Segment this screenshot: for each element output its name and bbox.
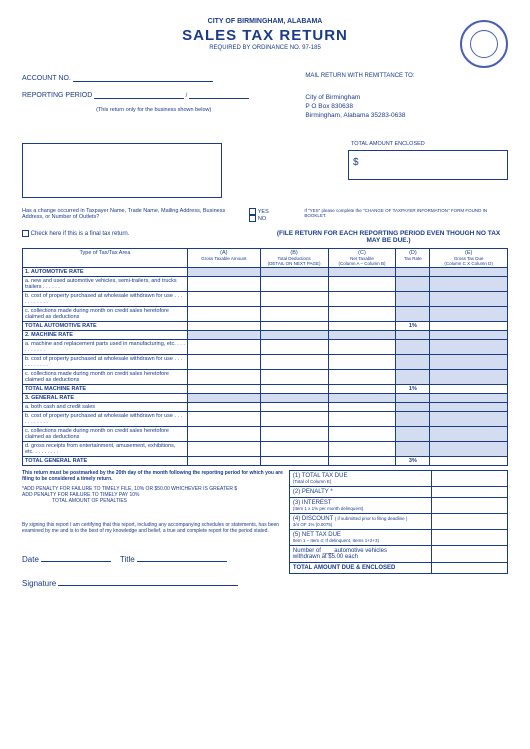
total-enclosed-box: TOTAL AMOUNT ENCLOSED $ [348,150,508,180]
final-return-label: Check here if this is a final tax return… [31,231,130,237]
signature-input[interactable] [58,576,238,586]
date-input[interactable] [41,552,111,562]
mail-addr1: City of Birmingham [305,93,508,102]
reporting-to-input[interactable] [189,90,249,99]
official-seal [460,20,508,68]
mail-heading: MAIL RETURN WITH REMITTANCE TO: [305,73,508,79]
reporting-label: REPORTING PERIOD [22,92,92,99]
penalty-input[interactable] [431,487,507,498]
discount-input[interactable] [431,514,507,530]
postmark-note: This return must be postmarked by the 20… [22,470,285,482]
summary-table: (1) TOTAL TAX DUE(Total of Column E) (2)… [289,470,508,574]
final-return-checkbox[interactable] [22,230,29,237]
cell-input[interactable] [187,277,260,292]
file-note: (FILE RETURN FOR EACH REPORTING PERIOD E… [269,230,508,244]
change-question: Has a change occurred in Taxpayer Name, … [22,208,241,222]
enclosed-label: TOTAL AMOUNT ENCLOSED [351,141,425,147]
business-address-box[interactable] [22,143,222,198]
interest-input[interactable] [431,498,507,514]
header-subtitle: REQUIRED BY ORDINANCE NO. 97-185 [22,45,508,51]
mail-addr3: Birmingham, Alabama 35283-0638 [305,111,508,120]
date-label: Date [22,555,39,564]
period-sep: / [186,93,188,99]
yes-note: If "YES" please complete the "CHANGE OF … [304,208,508,222]
tax-table: Type of Tax/Tax Area (A)Gross Taxable Am… [22,248,508,466]
header-city: CITY OF BIRMINGHAM, ALABAMA [22,18,508,25]
penalty-total: TOTAL AMOUNT OF PENALTIES [52,498,285,504]
account-label: ACCOUNT NO. [22,75,71,82]
total-due-input[interactable] [431,563,507,574]
account-input[interactable] [73,73,213,82]
reporting-from-input[interactable] [94,90,184,99]
vehicles-input[interactable] [431,546,507,563]
dollar-sign[interactable]: $ [349,151,507,174]
yes-checkbox[interactable] [249,208,256,215]
certification-text: By signing this report I am certifying t… [22,522,285,534]
mail-addr2: P O Box 830638 [305,102,508,111]
title-input[interactable] [137,552,227,562]
total-tax-input[interactable] [431,471,507,487]
business-note: (This return only for the business shown… [22,107,285,113]
th-type: Type of Tax/Tax Area [23,249,188,268]
no-checkbox[interactable] [249,215,256,222]
no-label: NO [258,216,266,222]
title-label: Title [120,555,135,564]
signature-label: Signature [22,579,56,588]
net-tax-input[interactable] [431,530,507,546]
tax-return-form: CITY OF BIRMINGHAM, ALABAMA SALES TAX RE… [0,0,530,749]
header-title: SALES TAX RETURN [22,27,508,44]
